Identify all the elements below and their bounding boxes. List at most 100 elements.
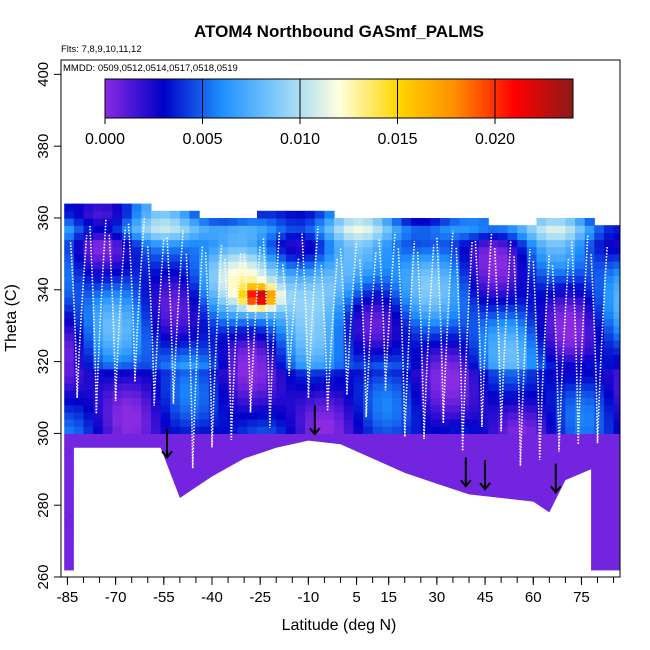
heat-cell xyxy=(411,325,422,334)
heat-cell xyxy=(603,325,615,334)
heat-cell xyxy=(122,433,133,442)
heat-cell xyxy=(141,253,152,262)
heat-cell xyxy=(363,433,374,442)
heat-cell xyxy=(218,318,229,327)
heat-cell xyxy=(160,433,171,442)
heat-cell xyxy=(449,282,460,291)
heat-cell xyxy=(170,375,181,384)
heat-cell xyxy=(83,304,94,312)
heat-cell xyxy=(64,454,75,463)
heat-cell xyxy=(237,347,248,355)
heat-cell xyxy=(160,340,171,348)
heat-cell xyxy=(565,318,576,327)
heat-cell xyxy=(536,397,547,406)
heat-cell xyxy=(228,261,239,269)
heat-cell xyxy=(575,311,586,320)
heat-cell xyxy=(189,304,200,312)
heat-cell xyxy=(208,289,219,298)
heat-cell xyxy=(151,311,162,320)
heat-cell xyxy=(276,275,287,284)
heat-cell xyxy=(160,332,171,341)
heat-cell xyxy=(575,447,586,456)
heat-cell xyxy=(228,347,239,355)
heat-cell xyxy=(73,239,85,248)
heat-cell xyxy=(102,340,113,348)
heat-cell xyxy=(131,239,142,248)
heat-cell xyxy=(160,218,171,226)
heat-cell xyxy=(276,419,287,427)
heat-cell xyxy=(565,268,576,276)
heat-cell xyxy=(469,225,480,233)
heat-cell xyxy=(517,433,528,442)
heat-cell xyxy=(613,383,620,391)
heat-cell xyxy=(613,433,620,442)
ground-arrow-head xyxy=(460,479,472,488)
heat-cell xyxy=(343,246,354,255)
heat-cell xyxy=(295,218,306,226)
heat-cell xyxy=(372,440,383,449)
heat-cell xyxy=(160,397,171,406)
heat-cell xyxy=(170,447,181,456)
heat-cell xyxy=(170,246,181,255)
heat-cell xyxy=(324,419,335,427)
heat-cell xyxy=(343,325,354,334)
heat-cell xyxy=(102,289,113,298)
heat-cell xyxy=(266,318,277,327)
heat-cell xyxy=(141,332,152,341)
heat-cell xyxy=(218,462,229,470)
x-tick-label: 60 xyxy=(525,589,542,606)
heat-cell xyxy=(276,282,287,291)
heat-cell xyxy=(179,253,191,262)
heat-cell xyxy=(189,404,200,413)
flight-tracks xyxy=(69,216,608,469)
heat-cell xyxy=(73,275,85,284)
y-tick-label: 300 xyxy=(35,421,52,446)
heat-cell xyxy=(613,347,620,355)
heat-cell xyxy=(237,318,248,327)
heat-cell xyxy=(401,462,412,470)
heat-cell xyxy=(73,375,85,384)
heat-cell xyxy=(343,297,354,305)
heat-cell xyxy=(199,426,210,434)
heat-cell xyxy=(170,476,181,485)
heat-cell xyxy=(151,225,162,233)
heat-cell xyxy=(507,304,518,312)
heat-cell xyxy=(382,275,393,284)
heat-cell xyxy=(131,246,142,255)
heat-cell xyxy=(469,433,480,442)
heat-cell xyxy=(526,433,537,442)
heat-cell xyxy=(141,340,152,348)
heat-cell xyxy=(584,297,595,305)
heat-cell xyxy=(546,454,557,463)
heat-cell xyxy=(102,304,113,312)
heat-cell xyxy=(343,304,354,312)
heat-cell xyxy=(179,440,191,449)
heat-cell xyxy=(228,246,239,255)
heat-cell xyxy=(546,325,557,334)
heat-cell xyxy=(440,246,451,255)
heat-cell xyxy=(546,469,557,478)
heat-cell xyxy=(305,304,316,312)
heat-cell xyxy=(208,454,219,463)
heat-cell xyxy=(420,426,431,434)
heat-cell xyxy=(324,261,335,269)
heat-cell xyxy=(382,375,393,384)
heat-cell xyxy=(276,311,287,320)
heat-cell xyxy=(613,490,620,499)
x-tick-label: 75 xyxy=(573,589,590,606)
heat-cell xyxy=(343,289,354,298)
heat-cell xyxy=(247,218,258,226)
heat-cell xyxy=(555,375,566,384)
heat-cell xyxy=(237,440,248,449)
heat-cell xyxy=(324,246,335,255)
heat-cell xyxy=(546,275,557,284)
heat-cell xyxy=(228,447,239,456)
heat-cell xyxy=(285,289,297,298)
heat-cell xyxy=(430,469,441,478)
heat-cell xyxy=(257,261,268,269)
heat-cell xyxy=(305,261,316,269)
heat-cell xyxy=(449,397,460,406)
heat-cell xyxy=(141,232,152,241)
heat-cell xyxy=(218,404,229,413)
heat-cell xyxy=(141,440,152,449)
